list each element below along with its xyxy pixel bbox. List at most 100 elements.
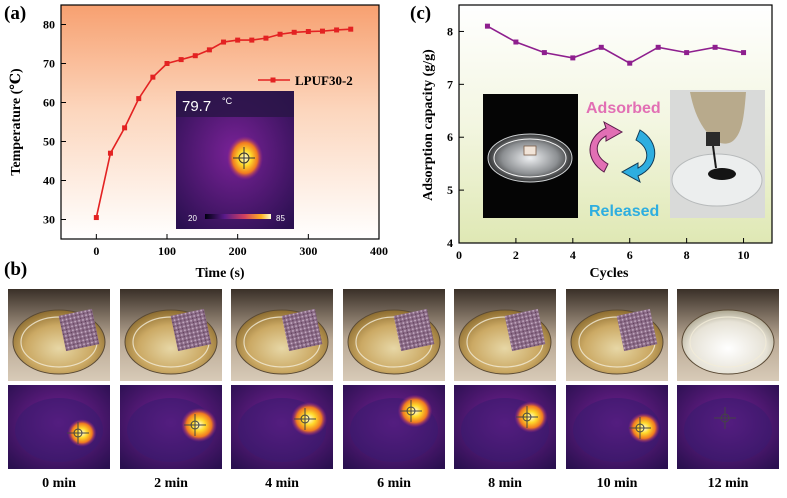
chart-a-y-tick-label: 70 [43, 57, 55, 71]
sorbent-foam [170, 308, 212, 352]
series-a [93, 26, 354, 221]
panel-c: (c) 0 2 4 6 8 10 4 5 6 7 8 Adsorbed Released Cycle… [410, 3, 773, 281]
chart-a-data-point [291, 29, 297, 35]
time-label: 12 min [708, 476, 749, 491]
chart-c-data-point [655, 44, 661, 50]
chart-a-data-point [263, 35, 269, 41]
chart-a-y-tick-label: 50 [43, 135, 55, 149]
sorbent-foam [504, 308, 546, 352]
chart-a-data-point [206, 47, 212, 53]
thermal-beaker-shadow [684, 398, 772, 462]
chart-a-data-point [305, 29, 311, 35]
release-dish [671, 153, 763, 207]
chart-c-x-tick-label: 2 [513, 248, 519, 262]
adsorb-cycle-arrow-icon [589, 120, 624, 173]
time-label: 0 min [42, 476, 76, 491]
sorbent-foam [616, 308, 658, 352]
legend-a-marker [270, 77, 276, 83]
time-label: 8 min [488, 476, 522, 491]
axes-c: 0 2 4 6 8 10 4 5 6 7 8 [447, 24, 750, 262]
panel-a: (a) 0 100 200 300 400 30 40 50 60 70 80 LPUF30-2 7… [4, 3, 388, 281]
chart-c-data-point [627, 60, 633, 66]
time-label: 4 min [265, 476, 299, 491]
panel-b: (b) 0 min 2 min 4 min 6 min 8 min 10 min 12 mi… [4, 259, 779, 491]
sorbent-foam [58, 308, 100, 352]
chart-a-y-tick-label: 80 [43, 18, 55, 32]
time-label: 10 min [597, 476, 638, 491]
petri-dish-rim [493, 138, 567, 178]
chart-c-data-point [570, 55, 576, 61]
chart-c-y-tick-label: 6 [447, 130, 453, 144]
beaker-rim [689, 316, 767, 368]
panel-label-c: (c) [410, 3, 431, 24]
chart-a-data-point [334, 27, 340, 33]
chart-c-data-point [741, 50, 747, 56]
chart-c-y-tick-label: 4 [447, 236, 453, 250]
chart-a-data-point [136, 96, 142, 102]
thermal-inset-a: 79.7 °C 20 85 [176, 91, 294, 229]
inset-temperature-readout: 79.7 [182, 98, 211, 115]
axes-a: 0 100 200 300 400 30 40 50 60 70 80 [43, 18, 388, 259]
y-axis-label-a: Temperature (℃) [9, 68, 24, 176]
chart-a-data-point [319, 28, 325, 34]
chart-a-x-tick-label: 200 [229, 244, 247, 258]
chart-a-y-tick-label: 60 [43, 96, 55, 110]
oil-stream [712, 145, 717, 169]
chart-c-data-point [712, 44, 718, 50]
chart-c-data-point [541, 50, 547, 56]
chart-c-x-tick-label: 0 [456, 248, 462, 262]
petri-dish [487, 133, 573, 183]
panel-label-b: (b) [4, 259, 27, 280]
chart-a-data-point [107, 150, 113, 156]
crosshair-icon [233, 147, 255, 169]
chart-a-x-tick-label: 0 [93, 244, 99, 258]
y-axis-label-c: Adsorption capacity (g/g) [421, 49, 436, 201]
chart-a-data-point [277, 31, 283, 37]
chart-a-x-tick-label: 100 [158, 244, 176, 258]
legend-a: LPUF30-2 [258, 73, 353, 88]
x-axis-label-a: Time (s) [195, 266, 244, 281]
chart-c-y-tick-label: 5 [447, 183, 453, 197]
legend-a-label: LPUF30-2 [295, 73, 353, 88]
chart-c-data-point [484, 23, 490, 29]
inset-temperature-unit: °C [222, 96, 233, 106]
inset-scale-max: 85 [276, 214, 285, 223]
chart-a-y-tick-label: 30 [43, 213, 55, 227]
chart-a-data-point [93, 215, 99, 221]
time-label: 6 min [377, 476, 411, 491]
chart-a-data-point [178, 57, 184, 63]
release-cycle-arrow-icon [620, 129, 656, 184]
chart-c-data-point [598, 44, 604, 50]
chart-c-data-point [684, 50, 690, 56]
panel-label-a: (a) [4, 3, 26, 24]
chart-a-data-point [249, 37, 255, 43]
series-c [484, 23, 747, 66]
chart-c-data-point [513, 39, 519, 45]
chart-c-x-tick-label: 4 [570, 248, 576, 262]
chart-c-y-tick-label: 8 [447, 24, 453, 38]
chart-c-x-tick-label: 10 [738, 248, 750, 262]
chart-a-data-point [122, 125, 128, 131]
adsorbed-label: Adsorbed [586, 100, 661, 117]
beaker [681, 309, 775, 375]
inset-scale-bar [205, 214, 271, 219]
chart-c-x-tick-label: 8 [684, 248, 690, 262]
foam-sample [523, 145, 537, 156]
x-axis-label-c: Cycles [590, 266, 629, 281]
thermal-inset-header [176, 91, 294, 117]
chart-a-y-tick-label: 40 [43, 174, 55, 188]
squeezed-foam [706, 132, 720, 146]
sorbent-foam [393, 308, 435, 352]
chart-a-data-point [192, 53, 198, 59]
chart-a-data-point [235, 37, 241, 43]
chart-a-x-tick-label: 300 [299, 244, 317, 258]
chart-c-y-tick-label: 7 [447, 77, 453, 91]
sorbent-foam [281, 308, 323, 352]
released-oil-drop [708, 168, 736, 180]
cycle-illustration: Adsorbed Released [483, 90, 765, 220]
chart-c-series-line [487, 25, 744, 65]
chart-a-data-point [221, 39, 227, 45]
gloved-hand [690, 92, 746, 144]
inset-scale-min: 20 [188, 214, 197, 223]
